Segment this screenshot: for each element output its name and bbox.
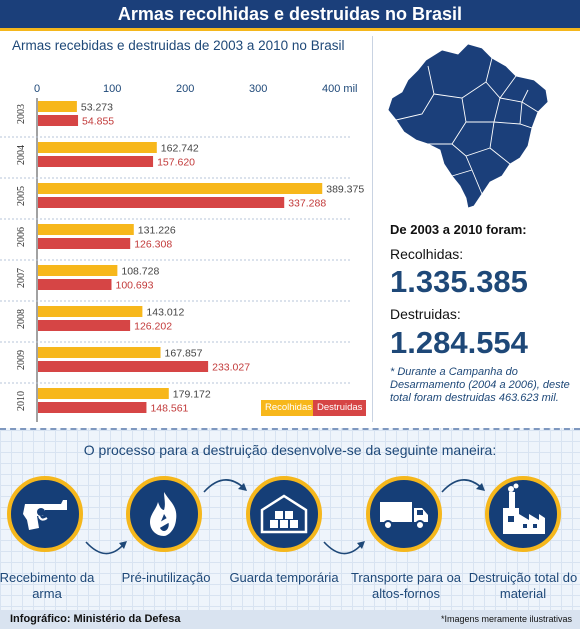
y-tick-label: 2006 [16,227,27,247]
bar-recolhidas [38,142,157,153]
data-label: 131.226 [138,225,176,237]
process-title: O processo para a destruição desenvolve-… [83,442,497,458]
chart-title: Armas recebidas e destruidas de 2003 a 2… [12,38,345,53]
step-label-recebimento: Recebimento da arma [0,570,95,601]
legend-recolhidas: Recolhidas [261,400,316,416]
x-tick-label: 100 [103,83,121,95]
data-label: 389.375 [326,184,364,196]
x-tick-label: 400 mil [322,83,357,95]
revolver-icon [7,476,83,552]
data-label: 162.742 [161,143,199,155]
stats-heading: De 2003 a 2010 foram: [390,222,527,237]
data-label: 108.728 [121,266,159,278]
destruidas-value: 1.284.554 [390,325,528,360]
step-label-transporte: Transporte para oa altos-fornos [350,570,462,601]
bar-destruidas [38,197,285,208]
x-tick-label: 0 [34,83,40,95]
footer-credit: Infográfico: Ministério da Defesa [10,613,181,625]
footer-note: *Imagens meramente ilustrativas [440,614,572,624]
step-label-destruicao: Destruição total do material [468,570,578,601]
arrow-icon [441,479,485,493]
data-label: 148.561 [150,403,188,415]
brazil-map-icon [387,43,549,209]
x-tick-label: 200 [176,83,194,95]
flame-icon [126,476,202,552]
data-label: 53.273 [81,102,113,114]
data-label: 143.012 [146,307,184,319]
bar-destruidas [38,279,112,290]
bar-destruidas [38,320,131,331]
bar-destruidas [38,115,79,126]
y-tick-label: 2010 [16,391,27,411]
data-label: 233.027 [212,362,250,374]
bar-destruidas [38,402,147,413]
bar-recolhidas [38,265,118,276]
y-tick-label: 2008 [16,309,27,329]
recolhidas-label: Recolhidas: [390,246,464,262]
data-label: 126.308 [134,239,172,251]
step-label-guarda: Guarda temporária [229,570,339,585]
data-label: 54.855 [82,116,114,128]
warehouse-boxes-icon [246,476,322,552]
y-tick-label: 2005 [16,186,27,206]
y-tick-label: 2003 [16,104,27,124]
bar-destruidas [38,361,209,372]
data-label: 167.857 [165,348,203,360]
recolhidas-value: 1.335.385 [390,264,528,299]
arrow-icon [85,541,127,555]
data-label: 179.172 [173,389,211,401]
data-label: 100.693 [116,280,154,292]
bar-recolhidas [38,306,143,317]
factory-icon [485,476,561,552]
bar-chart: 0 100 200 300 400 mil 2003 53.273 54.855 2004 162… [0,83,364,422]
step-label-pre-inutilizacao: Pré-inutilização [121,570,211,585]
x-tick-label: 300 [249,83,267,95]
page-title: Armas recolhidas e destruidas no Brasil [0,0,580,28]
bar-destruidas [38,238,131,249]
bar-recolhidas [38,347,161,358]
legend-destruidas: Destruidas [313,400,367,416]
data-label: 157.620 [157,157,195,169]
data-label: 126.202 [134,321,172,333]
bar-recolhidas [38,101,77,112]
bar-destruidas [38,156,154,167]
y-tick-label: 2004 [16,145,27,165]
data-label: 337.288 [288,198,326,210]
footer: Infográfico: Ministério da Defesa *Image… [0,610,580,629]
bar-recolhidas [38,224,134,235]
divider [372,36,373,422]
y-tick-label: 2007 [16,268,27,288]
footnote: * Durante a Campanha do Desarmamento (20… [390,366,570,404]
bar-recolhidas [38,388,169,399]
truck-icon [366,476,442,552]
destruidas-label: Destruidas: [390,306,461,322]
bar-recolhidas [38,183,323,194]
arrow-icon [203,479,247,493]
y-tick-label: 2009 [16,350,27,370]
header-rule [0,28,580,31]
arrow-icon [323,541,365,555]
process-section: O processo para a destruição desenvolve-… [0,428,580,610]
